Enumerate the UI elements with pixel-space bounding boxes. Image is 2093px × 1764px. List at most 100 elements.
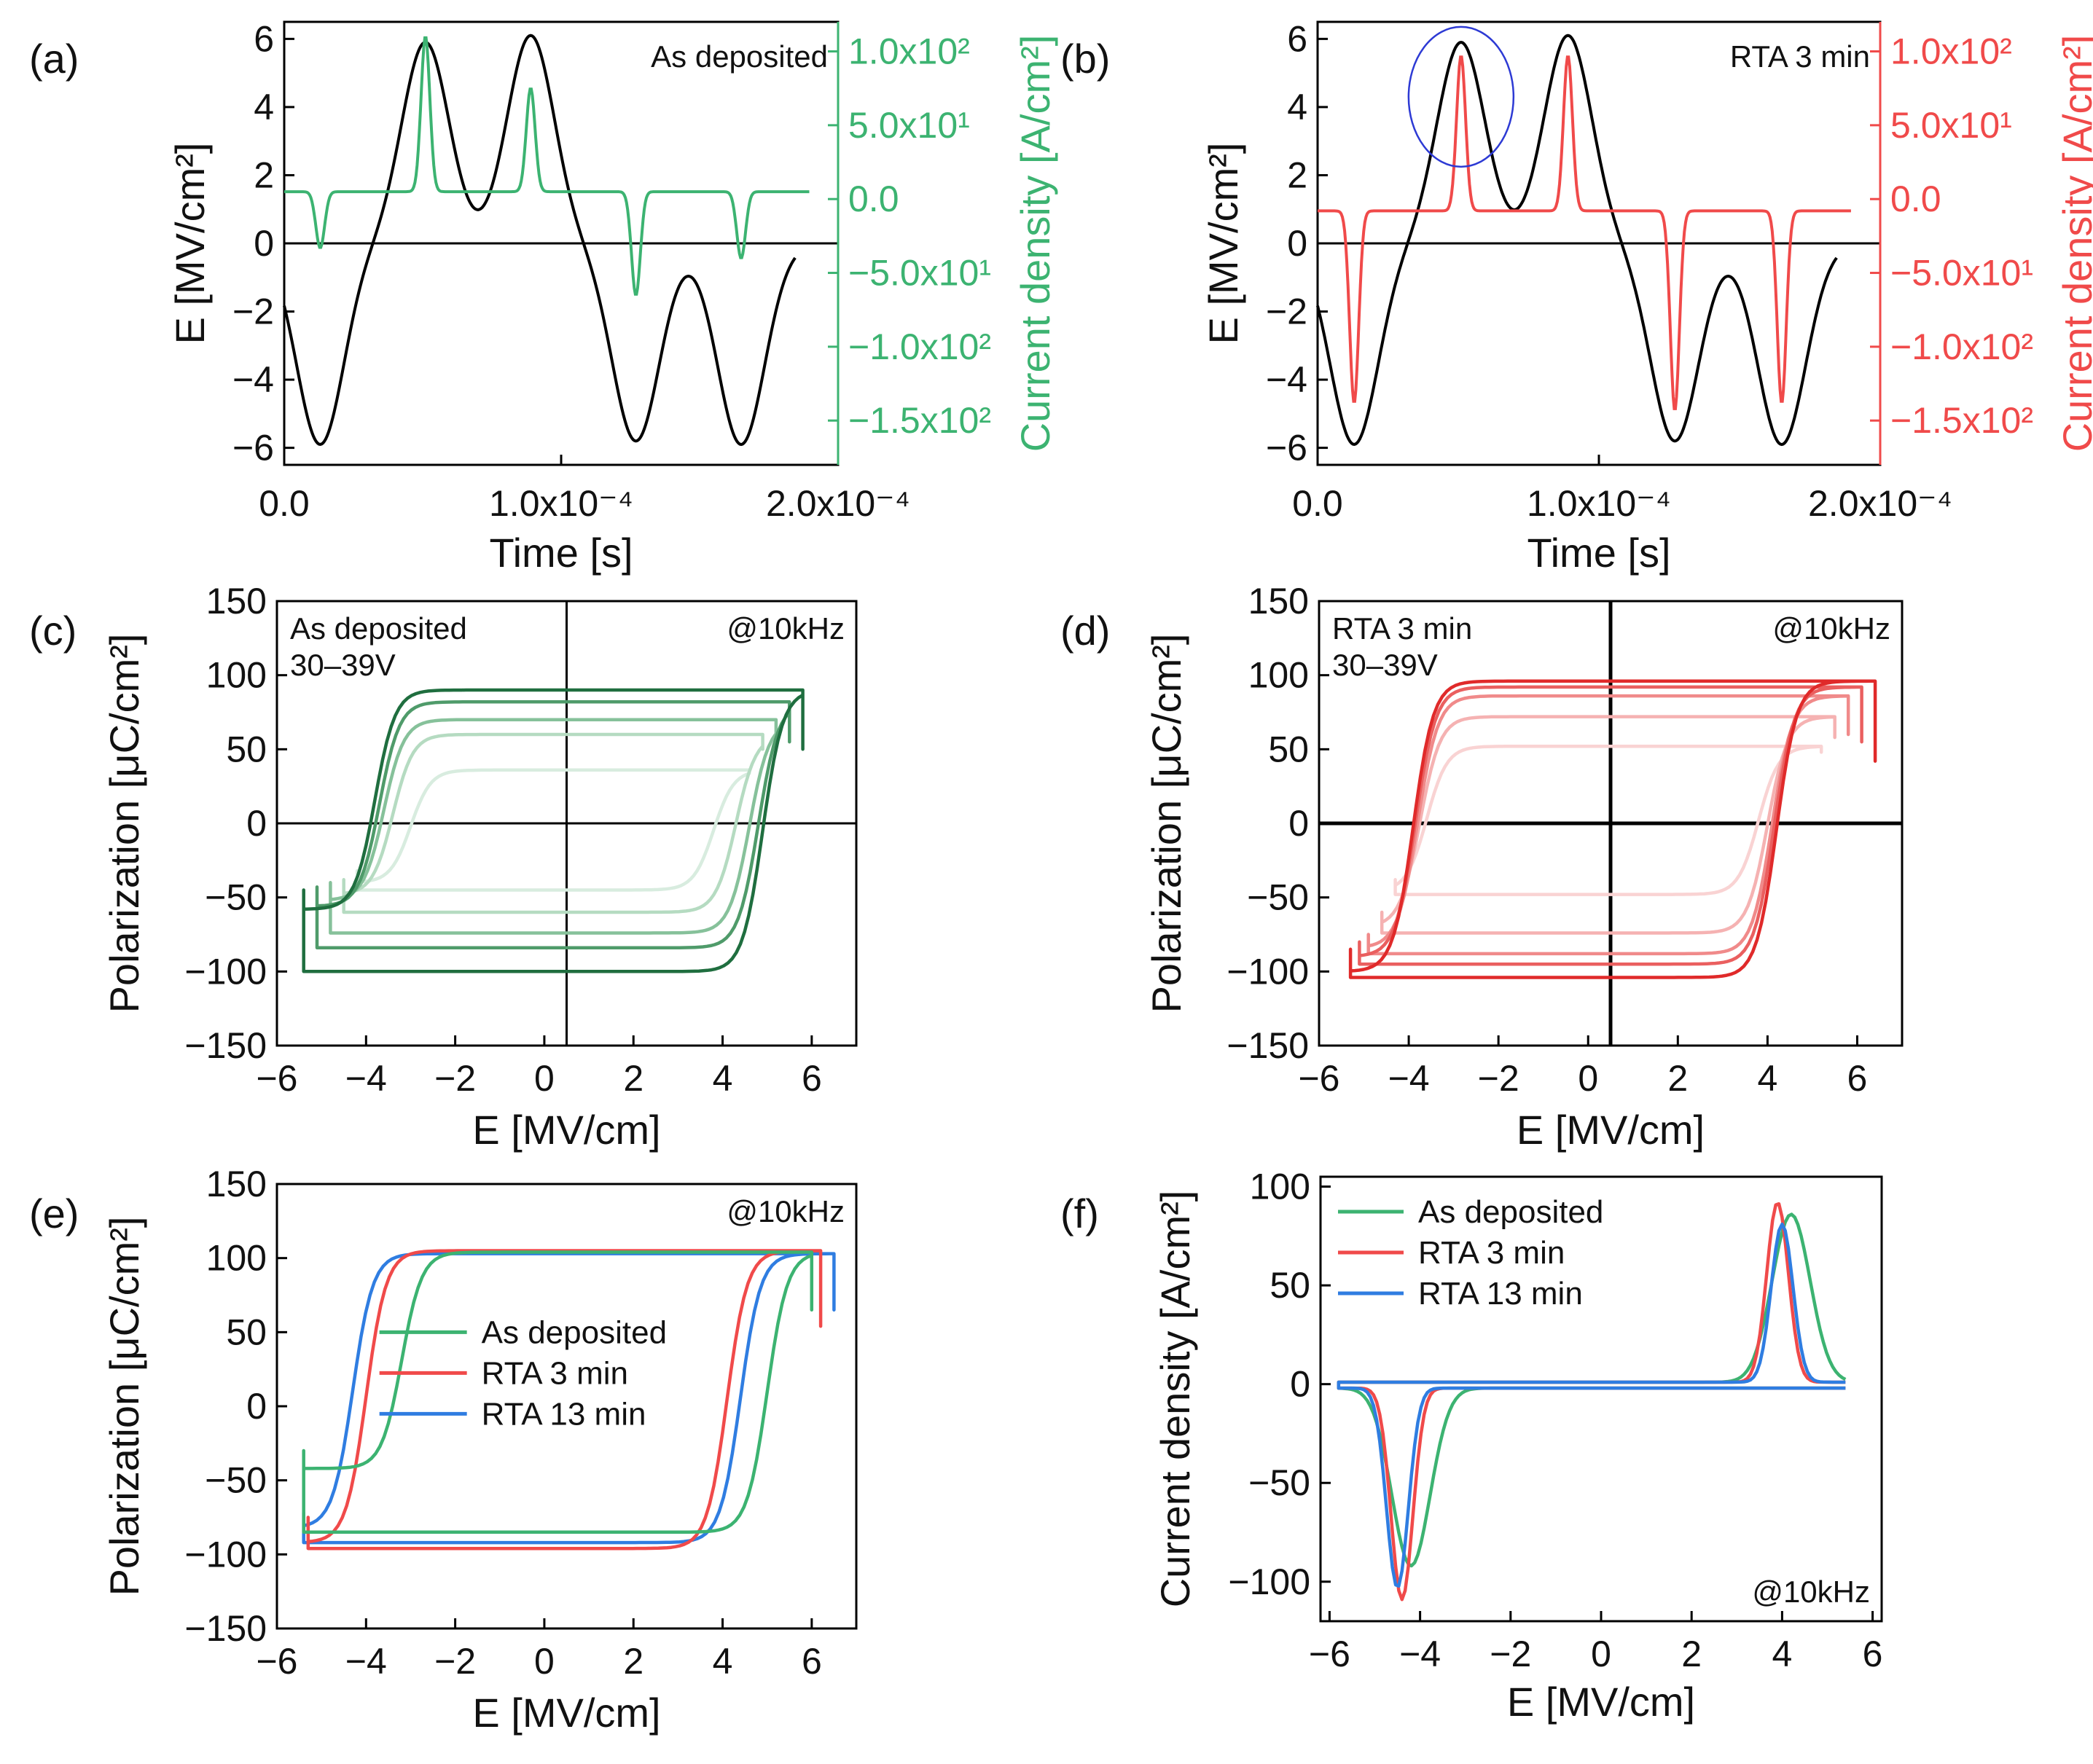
y-tick-label: 150 xyxy=(1248,581,1309,622)
y-right-axis-title: Current density [A/cm²] xyxy=(1012,35,1058,452)
panel-annotation-right: @10kHz xyxy=(1752,1575,1870,1609)
x-tick-label: −6 xyxy=(1298,1058,1339,1099)
panel-annotation: As deposited xyxy=(651,39,828,74)
y-tick-label: −150 xyxy=(184,1025,267,1066)
legend-label: RTA 13 min xyxy=(1418,1276,1583,1312)
y-tick-label: 0 xyxy=(254,223,274,264)
panel-letter-e: (e) xyxy=(29,1191,79,1236)
y-axis-title: E [MV/cm²] xyxy=(167,143,213,345)
x-tick-label: 4 xyxy=(713,1058,733,1099)
y-tick-label: 0 xyxy=(246,803,267,844)
x-tick-label: −2 xyxy=(1478,1058,1519,1099)
x-tick-label: 1.0x10⁻⁴ xyxy=(489,483,633,524)
hysteresis-loop xyxy=(1380,715,1836,935)
y-tick-label: 100 xyxy=(1248,655,1309,696)
y-right-tick-label: 5.0x10¹ xyxy=(848,105,970,146)
legend-label: RTA 3 min xyxy=(1418,1235,1565,1271)
field-trace xyxy=(1316,34,1838,447)
y-tick-label: −4 xyxy=(232,359,274,400)
y-axis-title: E [MV/cm²] xyxy=(1200,143,1246,345)
y-tick-label: −100 xyxy=(1227,951,1309,992)
legend-label: RTA 13 min xyxy=(482,1396,646,1432)
chart-panel-a: −6 −4 −2 0 2 4 6 0.0 1.0x10⁻⁴ 2.0x10⁻⁴ −1.5x10² −1.… xyxy=(167,18,1058,576)
x-tick-label: 6 xyxy=(1847,1058,1868,1099)
panel-annotation: RTA 3 min xyxy=(1332,611,1472,646)
y-axis-title: Polarization [μC/cm²] xyxy=(101,1217,147,1596)
y-right-tick-label: −1.0x10² xyxy=(848,326,991,367)
x-tick-label: 0 xyxy=(534,1058,555,1099)
y-tick-label: −100 xyxy=(1228,1561,1310,1602)
panel-letter-f: (f) xyxy=(1060,1191,1099,1236)
x-tick-label: 0 xyxy=(1578,1058,1598,1099)
field-trace xyxy=(283,34,797,447)
chart-panel-f: −100 −50 0 50 100 −6 −4 −2 0 2 4 6 E [MV/cm] Current … xyxy=(1152,1167,1883,1725)
x-axis-title: Time [s] xyxy=(1527,530,1670,576)
y-tick-label: 100 xyxy=(1250,1167,1310,1207)
hysteresis-loop xyxy=(329,718,778,935)
x-axis-title: E [MV/cm] xyxy=(1517,1107,1705,1153)
x-tick-label: 4 xyxy=(713,1641,733,1682)
y-tick-label: 150 xyxy=(206,1164,267,1204)
hysteresis-loop xyxy=(302,1250,814,1534)
y-right-tick-label: 5.0x10¹ xyxy=(1890,105,2012,146)
x-tick-label: 0.0 xyxy=(259,483,310,524)
y-tick-label: −50 xyxy=(1247,877,1309,918)
y-axis-title: Polarization [μC/cm²] xyxy=(101,634,147,1014)
panel-annotation-2: 30–39V xyxy=(290,648,396,682)
y-right-tick-label: 1.0x10² xyxy=(848,31,970,72)
panel-annotation-2: 30–39V xyxy=(1332,648,1438,682)
y-tick-label: 50 xyxy=(1268,729,1309,769)
x-tick-label: −6 xyxy=(1309,1634,1350,1674)
y-tick-label: −50 xyxy=(1248,1462,1310,1503)
legend-label: As deposited xyxy=(1418,1194,1603,1230)
y-tick-label: 4 xyxy=(254,87,274,128)
y-tick-label: 0 xyxy=(246,1386,267,1427)
x-tick-label: −2 xyxy=(434,1641,476,1682)
y-tick-label: −100 xyxy=(184,951,267,992)
x-axis-title: Time [s] xyxy=(489,530,633,576)
hysteresis-loop xyxy=(315,700,791,950)
x-tick-label: 4 xyxy=(1757,1058,1777,1099)
y-tick-label: −6 xyxy=(232,428,274,469)
y-right-tick-label: 0.0 xyxy=(1890,179,1941,219)
y-tick-label: 6 xyxy=(1287,18,1307,59)
x-tick-label: −4 xyxy=(345,1641,387,1682)
chart-panel-d: −150 −100 −50 0 50 100 150 −6 −4 −2 0 2 4 6 E [MV/cm] P… xyxy=(1143,581,1904,1153)
chart-panel-b: −6 −4 −2 0 2 4 6 0.0 1.0x10⁻⁴ 2.0x10⁻⁴ −1.5x10² −1.… xyxy=(1200,18,2093,576)
x-tick-label: 2.0x10⁻⁴ xyxy=(766,483,910,524)
x-tick-label: 2 xyxy=(623,1641,643,1682)
y-right-tick-label: 0.0 xyxy=(848,179,899,219)
y-tick-label: 2 xyxy=(254,154,274,195)
y-axis-title: Current density [A/cm²] xyxy=(1152,1191,1198,1608)
y-tick-label: 50 xyxy=(226,729,267,769)
panel-letter-b: (b) xyxy=(1060,36,1110,82)
y-right-tick-label: −5.0x10¹ xyxy=(1890,253,2033,294)
y-axis-title: Polarization [μC/cm²] xyxy=(1143,634,1189,1014)
y-tick-label: −2 xyxy=(1266,291,1307,332)
x-tick-label: −2 xyxy=(434,1058,476,1099)
y-tick-label: 2 xyxy=(1287,154,1307,195)
y-tick-label: −50 xyxy=(205,1460,267,1501)
y-tick-label: −150 xyxy=(184,1608,267,1649)
x-tick-label: 4 xyxy=(1772,1634,1792,1674)
x-tick-label: 6 xyxy=(802,1058,822,1099)
legend-label: RTA 3 min xyxy=(482,1355,628,1391)
y-tick-label: 100 xyxy=(206,1238,267,1279)
x-axis-title: E [MV/cm] xyxy=(472,1107,660,1153)
y-tick-label: 0 xyxy=(1288,803,1309,844)
highlight-circle xyxy=(1407,26,1515,168)
y-tick-label: 4 xyxy=(1287,87,1307,128)
panel-annotation: As deposited xyxy=(290,611,467,646)
y-tick-label: −6 xyxy=(1266,428,1307,469)
hysteresis-loop xyxy=(1393,745,1823,896)
current-trace xyxy=(284,36,810,296)
x-tick-label: 1.0x10⁻⁴ xyxy=(1527,483,1671,524)
y-tick-label: 0 xyxy=(1287,223,1307,264)
x-tick-label: −4 xyxy=(1388,1058,1430,1099)
y-tick-label: −4 xyxy=(1266,359,1307,400)
current-loop xyxy=(1337,1222,1846,1588)
hysteresis-loop xyxy=(1348,679,1877,979)
y-right-tick-label: −5.0x10¹ xyxy=(848,253,991,294)
x-tick-label: 2 xyxy=(623,1058,643,1099)
x-tick-label: 2 xyxy=(1667,1058,1688,1099)
